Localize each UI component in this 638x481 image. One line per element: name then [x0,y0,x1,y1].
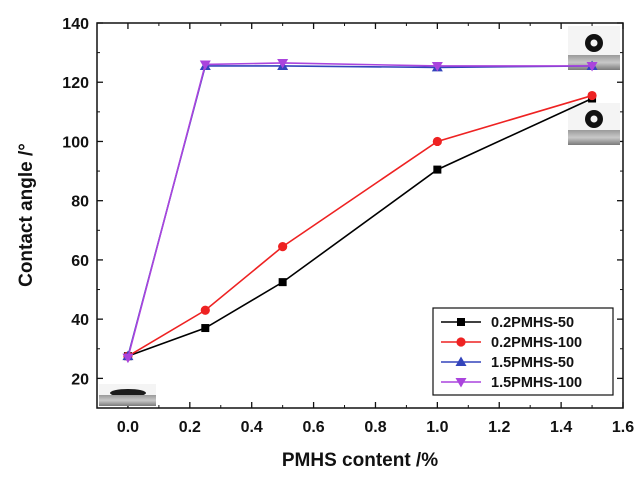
data-point [199,60,211,70]
plot-frame [96,22,624,409]
y-tick-label: 40 [71,312,89,329]
x-tick-label: 0.6 [302,419,324,436]
legend-items: 0.2PMHS-50 0.2PMHS-100 1.5PMHS-50 1.5PMHS-1… [441,315,582,391]
x-tick-label: 0.4 [241,419,263,436]
data-point [200,305,210,315]
legend-entry: 0.2PMHS-100 [441,335,582,351]
legend: 0.2PMHS-50 0.2PMHS-100 1.5PMHS-50 1.5PMHS-1… [432,307,614,396]
data-point [201,324,210,333]
y-tick-label: 140 [62,16,89,33]
data-point [431,61,443,72]
data-point [122,353,134,364]
y-tick-label: 80 [71,194,89,211]
axes: 0.0 0.2 0.4 0.6 0.8 1.0 1.2 1.4 1.6 20 40 60 80 100 12… [62,16,634,436]
legend-marker [457,318,465,326]
data-point [432,136,442,147]
y-tick-label: 60 [71,253,89,270]
data-point [277,58,289,69]
legend-marker [455,356,467,366]
data-point [278,278,287,287]
y-tick-label: 20 [71,371,89,388]
x-tick-label: 1.4 [550,419,572,436]
x-tick-label: 1.6 [612,419,634,436]
x-axis-title: PMHS content /% [282,450,438,471]
data-point [586,61,598,72]
data-point [278,241,288,252]
legend-label: 0.2PMHS-100 [491,335,582,351]
legend-marker [455,378,467,388]
y-axis-title: Contact angle /° [16,143,37,287]
y-tick-label: 120 [62,75,89,92]
legend-label: 0.2PMHS-50 [491,315,574,331]
legend-entry: 0.2PMHS-50 [441,315,574,331]
series [122,58,598,364]
x-tick-label: 1.2 [488,419,510,436]
series-1.5PMHS-100 [122,58,598,364]
x-tick-label: 1.0 [426,419,448,436]
legend-marker [456,337,466,347]
data-point [433,165,442,174]
flat-droplet-photo [99,384,156,406]
legend-entry: 1.5PMHS-50 [441,355,574,371]
y-tick-label: 100 [62,134,89,151]
legend-entry: 1.5PMHS-100 [441,375,582,391]
legend-label: 1.5PMHS-100 [491,375,582,391]
legend-label: 1.5PMHS-50 [491,355,574,371]
sessile-droplet-photo-lower [568,103,620,145]
x-tick-label: 0.2 [179,419,201,436]
data-point [587,90,597,101]
x-tick-label: 0.8 [364,419,386,436]
x-tick-label: 0.0 [117,419,139,436]
